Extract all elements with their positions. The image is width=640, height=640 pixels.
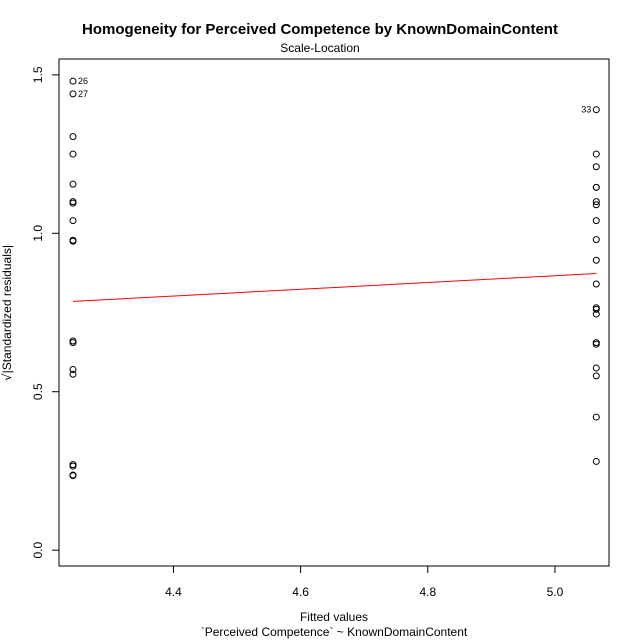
data-point	[592, 217, 600, 225]
data-point	[69, 339, 77, 347]
chart-subtitle: Scale-Location	[280, 41, 360, 55]
data-point	[592, 150, 600, 158]
smoother-line-path	[72, 273, 597, 302]
point-label: 27	[78, 89, 88, 99]
data-point	[592, 305, 600, 313]
data-point	[592, 236, 600, 244]
point-label: 26	[78, 76, 88, 86]
data-point	[592, 372, 600, 380]
point-labels: 26 27 33	[78, 76, 591, 115]
data-point	[592, 364, 600, 372]
x-tick-label: 4.4	[165, 585, 182, 599]
sqrt-symbol: √	[0, 373, 14, 381]
axes: 4.4 4.6 4.8 5.0 0.0 0.5 1.0 1.5	[31, 66, 564, 599]
data-point	[592, 457, 600, 465]
data-point	[592, 201, 600, 209]
data-point	[69, 217, 77, 225]
data-point	[69, 150, 77, 158]
data-point	[69, 90, 77, 98]
data-point	[69, 472, 77, 480]
x-tick-label: 4.6	[292, 585, 309, 599]
y-axis-label: √|Standardized residuals|	[0, 245, 14, 381]
data-point	[592, 310, 600, 318]
data-point	[69, 77, 77, 85]
data-point	[69, 180, 77, 188]
x-tick-label: 4.8	[419, 585, 436, 599]
data-point	[69, 236, 77, 244]
chart-title: Homogeneity for Perceived Competence by …	[82, 21, 558, 38]
y-tick-label: 1.5	[31, 66, 45, 83]
y-tick-label: 1.0	[31, 225, 45, 242]
data-point	[592, 256, 600, 264]
data-point	[69, 462, 77, 470]
data-point	[69, 366, 77, 374]
data-point	[592, 340, 600, 348]
data-point	[592, 413, 600, 421]
point-label: 33	[581, 105, 591, 115]
y-axis-label-text: |Standardized residuals|	[0, 245, 14, 374]
data-point	[592, 198, 600, 206]
x-axis-label: Fitted values	[299, 610, 369, 624]
y-tick-label: 0.0	[31, 541, 45, 558]
data-point	[592, 163, 600, 171]
data-point	[69, 199, 77, 207]
data-points	[69, 77, 600, 480]
data-point	[592, 280, 600, 288]
data-point	[69, 133, 77, 141]
model-formula-caption: `Perceived Competence` ~ KnownDomainCont…	[200, 625, 468, 639]
data-point	[69, 370, 77, 378]
plot-frame	[58, 58, 610, 567]
data-point	[592, 183, 600, 191]
y-tick-label: 0.5	[31, 383, 45, 400]
data-point	[592, 106, 600, 114]
x-tick-label: 5.0	[547, 585, 564, 599]
smoother-line	[72, 273, 597, 302]
